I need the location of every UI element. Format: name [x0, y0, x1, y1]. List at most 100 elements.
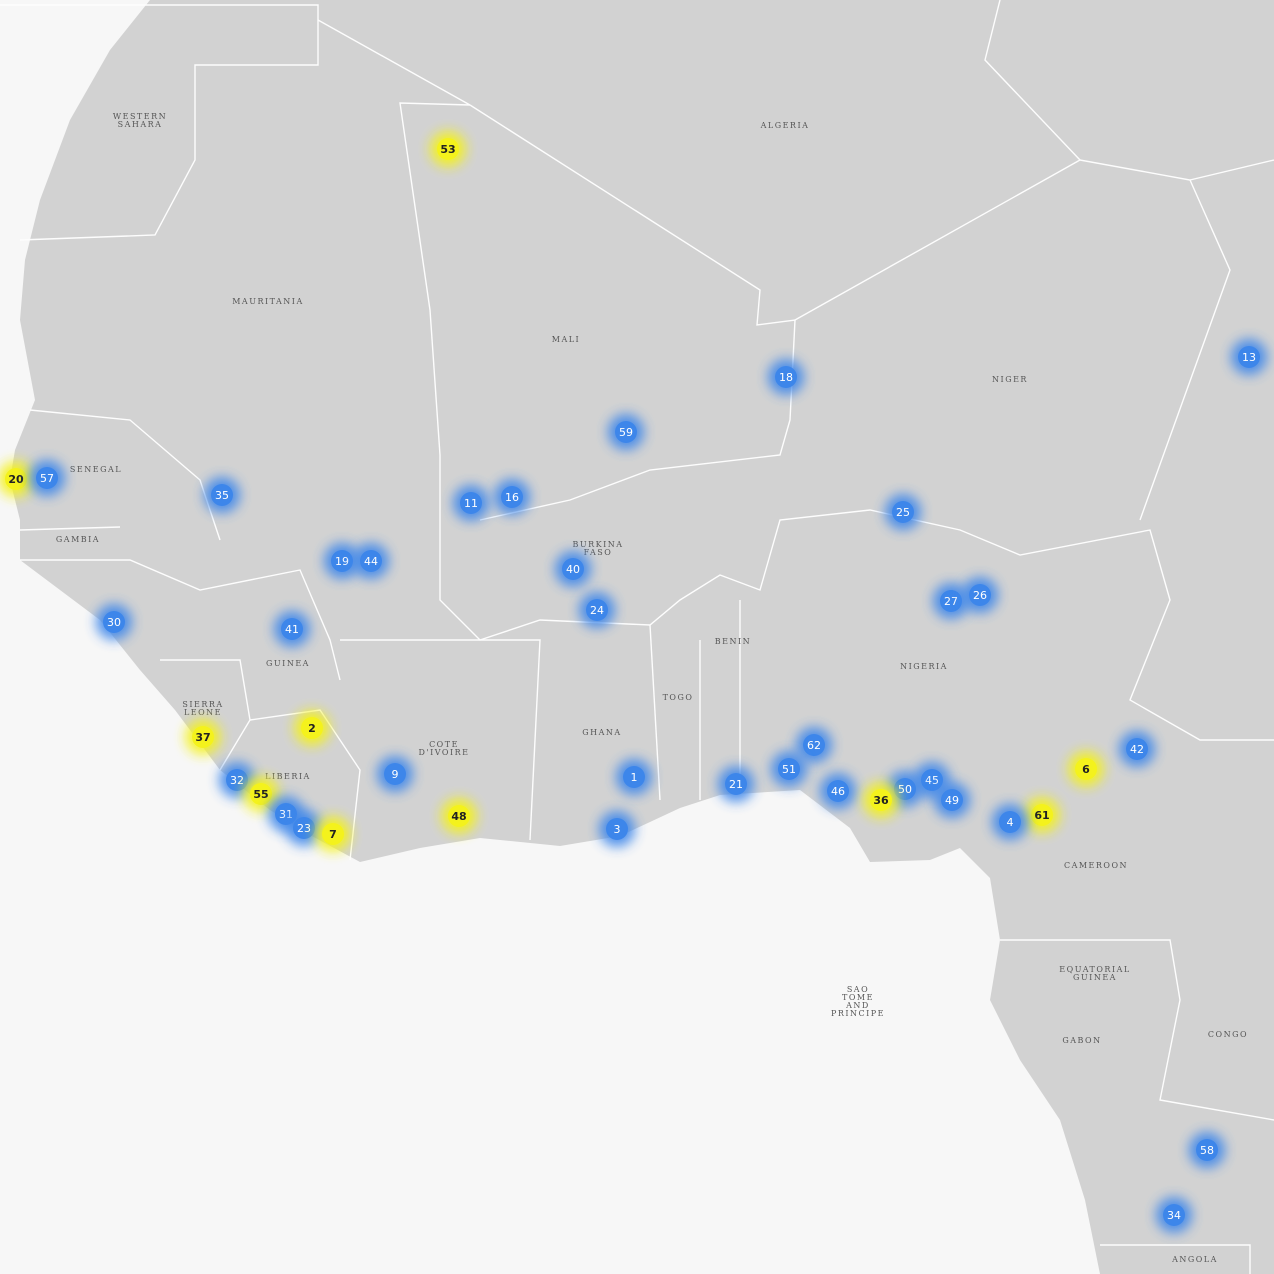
marker[interactable]: 44: [353, 543, 389, 579]
marker[interactable]: 57: [29, 460, 65, 496]
marker-label: 59: [619, 426, 633, 439]
country-label: GHANA: [582, 728, 621, 737]
marker[interactable]: 37: [185, 719, 221, 755]
marker-dot: [1031, 804, 1053, 826]
marker-dot: [894, 778, 916, 800]
country-label: SAHARA: [118, 120, 163, 129]
marker[interactable]: 25: [885, 494, 921, 530]
marker-dot: [211, 484, 233, 506]
marker-label: 37: [195, 731, 210, 744]
marker[interactable]: 7: [315, 816, 351, 852]
marker-dot: [293, 817, 315, 839]
marker[interactable]: 4: [992, 804, 1028, 840]
marker[interactable]: 62: [796, 727, 832, 763]
country-label: GUINEA: [1073, 973, 1117, 982]
marker-dot: [999, 811, 1021, 833]
marker-label: 27: [944, 595, 958, 608]
marker-label: 9: [392, 768, 399, 781]
marker-dot: [969, 584, 991, 606]
marker[interactable]: 51: [771, 751, 807, 787]
marker[interactable]: 6: [1068, 751, 1104, 787]
marker[interactable]: 24: [579, 592, 615, 628]
marker[interactable]: 61: [1024, 797, 1060, 833]
marker[interactable]: 20: [0, 461, 34, 497]
marker-label: 1: [631, 771, 638, 784]
marker[interactable]: 26: [962, 577, 998, 613]
marker[interactable]: 30: [96, 604, 132, 640]
country-label: AND: [845, 1001, 870, 1010]
marker-label: 24: [590, 604, 604, 617]
marker-label: 4: [1007, 816, 1014, 829]
marker-dot: [1075, 758, 1097, 780]
country-label: TOME: [842, 993, 874, 1002]
marker-dot: [827, 780, 849, 802]
marker-label: 11: [464, 497, 478, 510]
marker[interactable]: 41: [274, 611, 310, 647]
marker-label: 55: [253, 788, 268, 801]
marker[interactable]: 18: [768, 359, 804, 395]
marker[interactable]: 1: [616, 759, 652, 795]
marker-dot: [940, 590, 962, 612]
marker[interactable]: 36: [863, 782, 899, 818]
country-label: FASO: [584, 548, 613, 557]
marker-dot: [1163, 1204, 1185, 1226]
marker[interactable]: 59: [608, 414, 644, 450]
marker[interactable]: 40: [555, 551, 591, 587]
marker[interactable]: 13: [1231, 339, 1267, 375]
country-label: MAURITANIA: [232, 297, 304, 306]
marker-label: 53: [440, 143, 455, 156]
marker-label: 41: [285, 623, 299, 636]
country-label: EQUATORIAL: [1059, 965, 1130, 974]
marker[interactable]: 16: [494, 479, 530, 515]
marker[interactable]: 42: [1119, 731, 1155, 767]
marker-dot: [36, 467, 58, 489]
marker[interactable]: 21: [718, 766, 754, 802]
marker-label: 57: [40, 472, 54, 485]
marker-dot: [623, 766, 645, 788]
marker-label: 26: [973, 589, 987, 602]
marker-label: 35: [215, 489, 229, 502]
marker-dot: [460, 492, 482, 514]
country-label: SIERRA: [182, 700, 223, 709]
marker[interactable]: 34: [1156, 1197, 1192, 1233]
marker[interactable]: 35: [204, 477, 240, 513]
marker-label: 42: [1130, 743, 1144, 756]
marker[interactable]: 11: [453, 485, 489, 521]
marker[interactable]: 3: [599, 811, 635, 847]
marker-dot: [1196, 1139, 1218, 1161]
marker-label: 58: [1200, 1144, 1214, 1157]
country-label: PRINCIPE: [831, 1009, 885, 1018]
marker[interactable]: 48: [441, 798, 477, 834]
country-label: GAMBIA: [56, 535, 100, 544]
marker[interactable]: 53: [430, 131, 466, 167]
marker-label: 6: [1082, 763, 1090, 776]
marker-label: 36: [873, 794, 889, 807]
marker[interactable]: 19: [324, 543, 360, 579]
marker[interactable]: 9: [377, 756, 413, 792]
marker-dot: [803, 734, 825, 756]
marker-label: 30: [107, 616, 121, 629]
country-label: WESTERN: [113, 112, 167, 121]
marker-label: 32: [230, 774, 244, 787]
marker[interactable]: 58: [1189, 1132, 1225, 1168]
country-label: LIBERIA: [265, 772, 311, 781]
country-label: LEONE: [184, 708, 222, 717]
marker-label: 51: [782, 763, 796, 776]
marker-label: 34: [1167, 1209, 1181, 1222]
marker[interactable]: 2: [294, 710, 330, 746]
marker[interactable]: 46: [820, 773, 856, 809]
marker-label: 44: [364, 555, 378, 568]
marker-dot: [870, 789, 892, 811]
marker[interactable]: 23: [286, 810, 322, 846]
marker-label: 49: [945, 794, 959, 807]
marker[interactable]: 49: [934, 782, 970, 818]
marker[interactable]: 55: [243, 776, 279, 812]
marker-label: 3: [614, 823, 621, 836]
country-label: ALGERIA: [760, 121, 810, 130]
marker-label: 40: [566, 563, 580, 576]
marker-dot: [360, 550, 382, 572]
marker-dot: [778, 758, 800, 780]
marker[interactable]: 27: [933, 583, 969, 619]
